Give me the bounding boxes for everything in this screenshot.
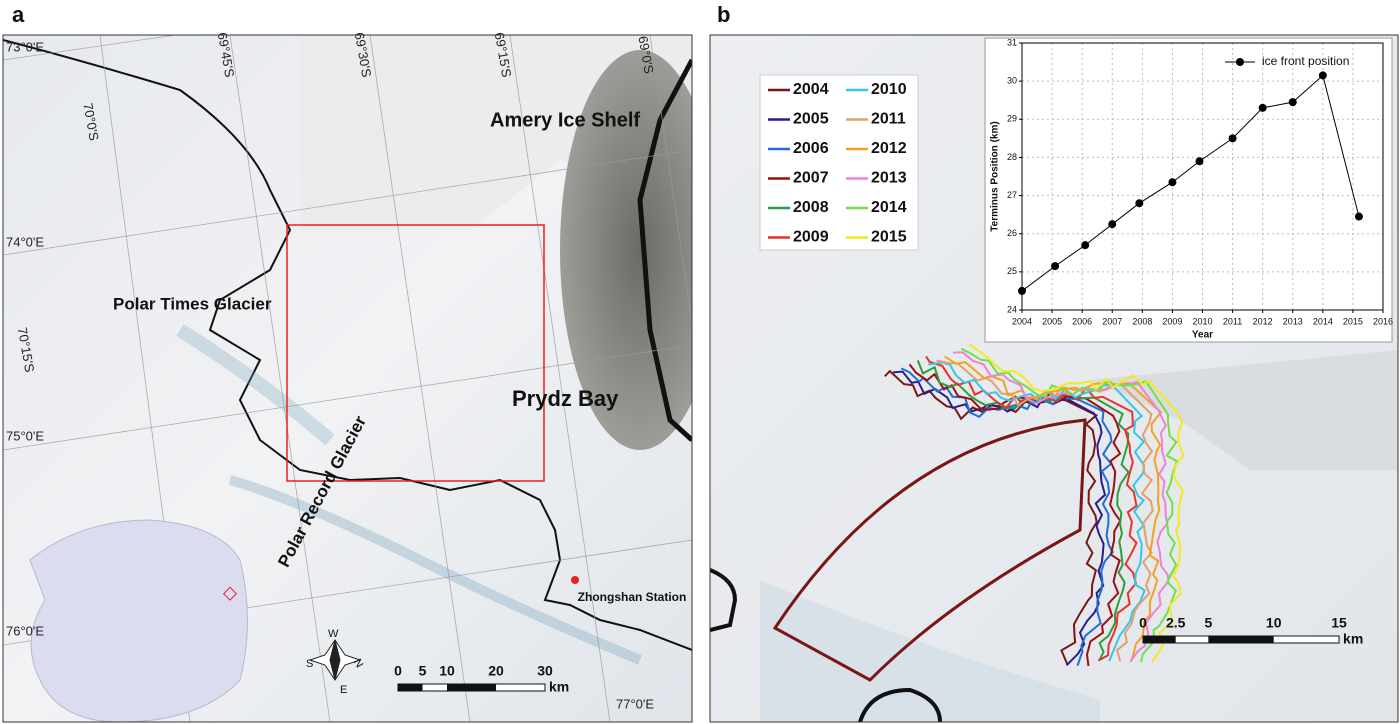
y-tick-label: 28 [1007,152,1017,162]
compass-rose [308,639,362,681]
graticule-label: 75°0'E [6,428,44,443]
legend-label: 2007 [793,170,829,187]
compass-label: W [328,628,339,640]
legend-label: 2004 [793,81,829,98]
compass-label: S [306,658,313,670]
x-tick-label: 2010 [1192,316,1212,326]
ice-front [916,360,1130,661]
legend-label: 2014 [871,199,907,216]
x-tick-label: 2014 [1313,316,1333,326]
legend-label: 2008 [793,199,829,216]
legend-label: ice front position [1262,54,1349,68]
scale-segment [447,684,496,691]
legend-label: 2015 [871,229,907,246]
ice-front [908,363,1122,667]
legend-box [759,74,919,251]
graticule-label: 69°0'S [635,35,656,75]
data-point [1051,262,1060,271]
scale-label: 0 [1139,615,1147,631]
y-axis-title: Terminus Position (km) [990,121,1001,231]
data-point [1288,98,1297,107]
scale-label: 20 [488,663,504,679]
y-tick-label: 31 [1007,37,1017,47]
legend-label: 2013 [871,170,907,187]
place-label: Prydz Bay [512,386,619,411]
scale-label: 5 [1204,615,1212,631]
data-point [1135,199,1144,208]
scale-label: 2.5 [1166,615,1186,631]
ice-front [928,361,1146,662]
legend-label: 2010 [871,81,907,98]
graticule-label: 70°0'S [80,102,101,142]
panel-label: a [12,2,25,27]
frame [709,34,1399,723]
scale-segment [1208,636,1274,643]
x-tick-label: 2012 [1253,316,1273,326]
scale-unit: km [549,679,569,695]
x-tick-label: 2013 [1283,316,1303,326]
place-label: Amery Ice Shelf [490,109,640,131]
scale-label: 10 [439,663,455,679]
y-tick-label: 26 [1007,228,1017,238]
y-tick-label: 24 [1007,304,1017,314]
x-tick-label: 2011 [1223,316,1242,326]
graticule-label: 73°0'E [6,39,44,54]
scale-segment [1143,636,1176,643]
legend-label: 2006 [793,140,829,157]
ice-front [925,355,1138,662]
scale-segment [398,684,423,691]
panel-label: b [717,2,730,27]
plot-frame [1021,42,1384,311]
y-tick-label: 27 [1007,190,1017,200]
ice-front [944,355,1163,662]
data-point [1354,212,1363,221]
map-a [3,35,692,722]
scale-label: 0 [394,663,402,679]
frame [2,34,693,723]
legend-label: 2005 [793,111,829,128]
x-axis-title: Year [1192,330,1213,341]
data-point [1108,220,1117,229]
x-tick-label: 2006 [1072,316,1092,326]
scale-label: 30 [537,663,553,679]
legend-label: 2012 [871,140,907,157]
data-line [1021,74,1360,292]
y-tick-label: 30 [1007,76,1017,86]
scale-label: 5 [419,663,427,679]
graticule-label: 77°0'E [616,696,654,711]
x-tick-label: 2009 [1162,316,1182,326]
scale-label: 10 [1266,615,1282,631]
data-point [1318,71,1327,80]
x-tick-label: 2008 [1132,316,1152,326]
data-point [1168,178,1177,187]
ice-front [900,367,1114,666]
data-point [1228,134,1237,143]
y-tick-label: 25 [1007,266,1017,276]
x-tick-label: 2005 [1042,316,1062,326]
legend-label: 2009 [793,229,829,246]
graticule-label: 76°0'E [6,623,44,638]
legend-marker [1236,58,1244,66]
scale-unit: km [1343,631,1363,647]
compass-label: E [340,684,347,696]
data-point [1195,157,1204,166]
x-tick-label: 2015 [1343,316,1363,326]
y-tick-label: 29 [1007,114,1017,124]
ice-front [952,351,1170,663]
x-tick-label: 2016 [1373,316,1393,326]
graticule-label: 74°0'E [6,234,44,249]
inset-background [984,37,1393,343]
x-tick-label: 2004 [1012,316,1032,326]
scale-label: 15 [1331,615,1347,631]
place-label: Polar Times Glacier [113,294,272,313]
x-tick-label: 2007 [1102,316,1122,326]
data-point [1081,241,1090,250]
data-point [1018,286,1026,295]
ice-front [960,347,1179,663]
ice-front [968,343,1185,664]
legend-label: 2011 [871,111,906,128]
data-point [1258,103,1267,112]
place-label: Zhongshan Station [578,590,687,604]
